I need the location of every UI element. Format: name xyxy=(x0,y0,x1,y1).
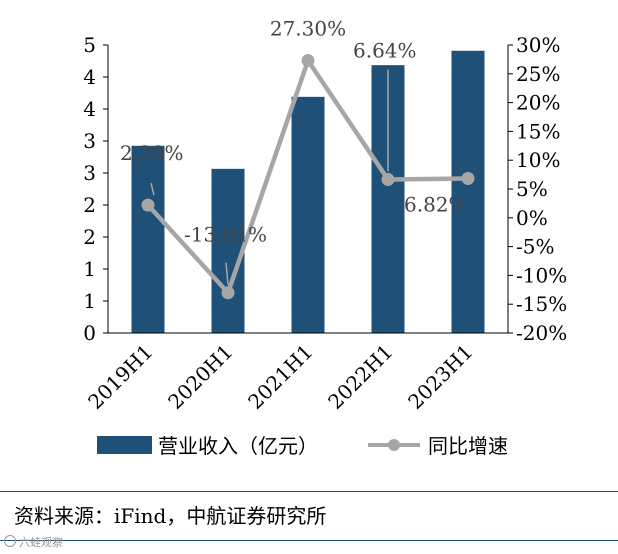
revenue-bar-2023h1 xyxy=(451,50,485,333)
source-divider xyxy=(0,491,618,492)
right-y-axis: 30% 25% 20% 15% 10% 5% 0% -5% -10% -15% -20% xyxy=(507,33,567,345)
revenue-bar-2019h1 xyxy=(131,145,165,333)
x-tick-label: 2021H1 xyxy=(243,340,317,414)
right-tick-label: -20% xyxy=(516,321,567,345)
x-axis: 2019H1 2020H1 2021H1 2022H1 2023H1 xyxy=(83,332,508,414)
data-label-leader xyxy=(225,262,229,285)
right-tick-label: 5% xyxy=(516,177,548,201)
left-tick-label: 0 xyxy=(83,321,96,345)
x-tick-label: 2023H1 xyxy=(403,340,477,414)
left-tick-label: 5 xyxy=(83,33,96,57)
growth-point-2021h1 xyxy=(301,54,315,68)
left-tick-label: 4 xyxy=(83,65,96,89)
data-label-leader xyxy=(150,182,155,196)
source-note: 资料来源：iFind，中航证券研究所 xyxy=(14,504,327,528)
watermark: 六蛙观察 xyxy=(4,534,63,550)
right-tick-label: 30% xyxy=(516,33,560,57)
growth-point-2019h1 xyxy=(141,198,155,212)
watermark-icon xyxy=(4,535,16,547)
right-tick-label: 25% xyxy=(516,62,560,86)
revenue-bar-2021h1 xyxy=(291,96,325,333)
legend-label-growth: 同比增速 xyxy=(428,434,508,458)
revenue-bars xyxy=(131,50,485,333)
growth-data-label: 6.82% xyxy=(404,193,468,217)
growth-data-label: 2.20% xyxy=(120,141,184,165)
bottom-divider xyxy=(0,540,618,541)
growth-data-label: -13.01% xyxy=(184,223,267,247)
legend-swatch-growth-marker xyxy=(388,439,400,451)
right-tick-label: 0% xyxy=(516,206,548,230)
watermark-text: 六蛙观察 xyxy=(19,536,63,549)
growth-point-2022h1 xyxy=(381,173,395,187)
growth-line xyxy=(141,54,475,300)
left-tick-label: 4 xyxy=(83,97,96,121)
x-tick-label: 2020H1 xyxy=(163,340,237,414)
growth-point-2023h1 xyxy=(461,172,475,186)
growth-data-labels: 2.20% -13.01% 27.30% 6.64% 6.82% xyxy=(120,17,468,285)
left-tick-label: 1 xyxy=(83,289,96,313)
right-tick-label: 10% xyxy=(516,148,560,172)
right-tick-label: 15% xyxy=(516,119,560,143)
x-tick-label: 2022H1 xyxy=(323,340,397,414)
combo-chart: 5 4 4 3 3 2 2 1 1 0 30% 25% 20% 15% 10% 5% 0% -5% -10% -15… xyxy=(83,17,567,458)
growth-data-label: 27.30% xyxy=(270,17,346,41)
left-tick-label: 1 xyxy=(83,257,96,281)
legend: 营业收入（亿元） 同比增速 xyxy=(97,434,508,458)
right-tick-label: 20% xyxy=(516,91,560,115)
legend-label-revenue: 营业收入（亿元） xyxy=(158,434,318,458)
growth-data-label: 6.64% xyxy=(353,39,417,63)
revenue-bar-2020h1 xyxy=(211,168,245,333)
left-y-axis: 5 4 4 3 3 2 2 1 1 0 xyxy=(83,33,109,345)
right-tick-label: -15% xyxy=(516,292,567,316)
left-tick-label: 3 xyxy=(83,129,96,153)
growth-point-2020h1 xyxy=(221,286,235,300)
right-tick-label: -10% xyxy=(516,263,567,287)
x-tick-label: 2019H1 xyxy=(83,340,157,414)
left-tick-label: 2 xyxy=(83,225,96,249)
right-tick-label: -5% xyxy=(516,235,555,259)
left-tick-label: 3 xyxy=(83,161,96,185)
legend-swatch-revenue xyxy=(97,436,152,454)
left-tick-label: 2 xyxy=(83,193,96,217)
